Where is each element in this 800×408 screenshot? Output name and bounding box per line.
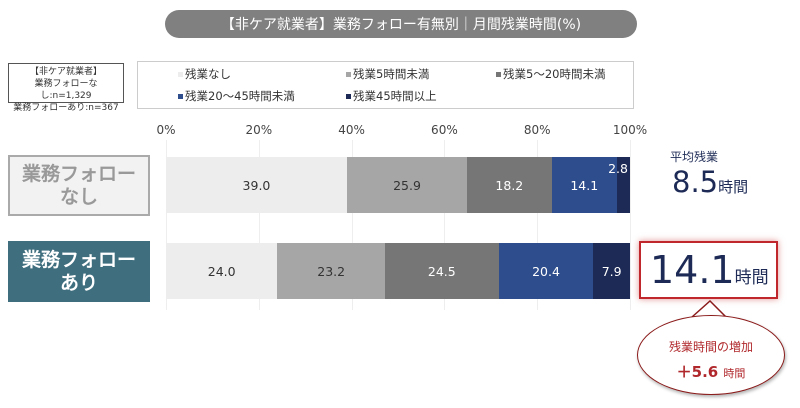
highlight-box — [639, 241, 778, 299]
chart-title: 【非ケア就業者】業務フォロー有無別｜月間残業時間(%) — [165, 10, 637, 38]
bar-segment: 2.8 — [608, 157, 630, 213]
average-none: 8.5 時間 — [672, 165, 748, 199]
row-label-with: 業務フォロー あり — [8, 241, 150, 302]
bar-segment: 18.2 — [467, 157, 552, 213]
legend-label: 残業45時間以上 — [353, 89, 437, 103]
legend-item: 残業45時間以上 — [346, 88, 437, 104]
callout-pointer — [691, 300, 727, 318]
bar-segment: 25.9 — [346, 157, 468, 213]
bar-segment: 24.0 — [166, 243, 278, 299]
data-label: 39.0 — [242, 177, 271, 193]
row-label-line: なし — [59, 185, 98, 208]
row-label-none: 業務フォロー なし — [8, 155, 150, 216]
callout-text: 残業時間の増加 — [668, 340, 753, 354]
data-label: 2.8 — [608, 161, 628, 176]
legend-label: 残業なし — [185, 67, 231, 81]
callout-value: ＋5.6 — [676, 363, 719, 381]
data-label: 20.4 — [532, 263, 560, 279]
bar-segment: 7.9 — [593, 243, 630, 299]
unit: 時間 — [718, 178, 749, 196]
legend-item: 残業5～20時間未満 — [496, 66, 605, 82]
legend-swatch — [178, 71, 183, 77]
legend: 残業なし 残業5時間未満 残業5～20時間未満残業20～45時間未満 残業45時間以上 — [137, 61, 634, 109]
legend-label: 残業5～20時間未満 — [503, 67, 606, 81]
legend-swatch — [178, 93, 183, 99]
average-none-value: 8.5 — [672, 165, 719, 199]
data-label: 7.9 — [601, 263, 622, 279]
legend-swatch — [346, 93, 351, 99]
gridline — [630, 140, 631, 310]
legend-item: 残業20～45時間未満 — [178, 88, 295, 104]
gridline — [444, 140, 446, 310]
sample-n-with: 業務フォローあり:n=367 — [13, 103, 119, 113]
data-label: 24.0 — [207, 263, 236, 279]
legend-swatch — [346, 71, 351, 77]
unit: 時間 — [734, 268, 769, 288]
x-tick-label: 0% — [156, 123, 176, 137]
row-label-line: あり — [59, 271, 98, 294]
legend-item: 残業なし — [178, 66, 231, 82]
bar-segment: 23.2 — [277, 243, 385, 299]
gridline — [166, 140, 167, 310]
data-label: 23.2 — [317, 263, 346, 279]
gridline — [351, 140, 353, 310]
increase-callout: 残業時間の増加 ＋5.6 時間 — [637, 315, 785, 395]
sample-size-box: 【非ケア就業者】 業務フォローなし:n=1,329 業務フォローあり:n=367 — [8, 63, 124, 113]
legend-label: 残業5時間未満 — [353, 67, 430, 81]
bar-segment: 24.5 — [385, 243, 499, 299]
data-label: 14.1 — [570, 177, 599, 193]
x-tick-label: 80% — [523, 123, 551, 137]
average-with-value: 14.1 — [650, 248, 735, 292]
average-with: 14.1 時間 — [650, 248, 769, 292]
gridline — [537, 140, 539, 310]
sample-n-none: 業務フォローなし:n=1,329 — [34, 79, 98, 101]
data-label: 18.2 — [495, 177, 524, 193]
x-tick-label: 40% — [338, 123, 365, 137]
x-tick-label: 20% — [245, 123, 273, 137]
legend-swatch — [496, 71, 501, 77]
bar-segment: 20.4 — [498, 243, 594, 299]
average-label: 平均残業 — [670, 150, 719, 164]
x-tick-label: 100% — [612, 123, 648, 137]
sample-header: 【非ケア就業者】 — [29, 67, 102, 77]
bar-segment: 39.0 — [166, 157, 347, 213]
legend-item: 残業5時間未満 — [346, 66, 429, 82]
legend-label: 残業20～45時間未満 — [185, 89, 295, 103]
bar-segment: 14.1 — [551, 157, 617, 213]
data-label: 25.9 — [393, 177, 421, 193]
x-tick-label: 60% — [431, 123, 458, 137]
row-label-line: 業務フォロー — [21, 162, 136, 185]
row-label-line: 業務フォロー — [21, 248, 136, 271]
callout-unit: 時間 — [723, 367, 746, 380]
gridline — [258, 140, 260, 310]
data-label: 24.5 — [427, 263, 456, 279]
